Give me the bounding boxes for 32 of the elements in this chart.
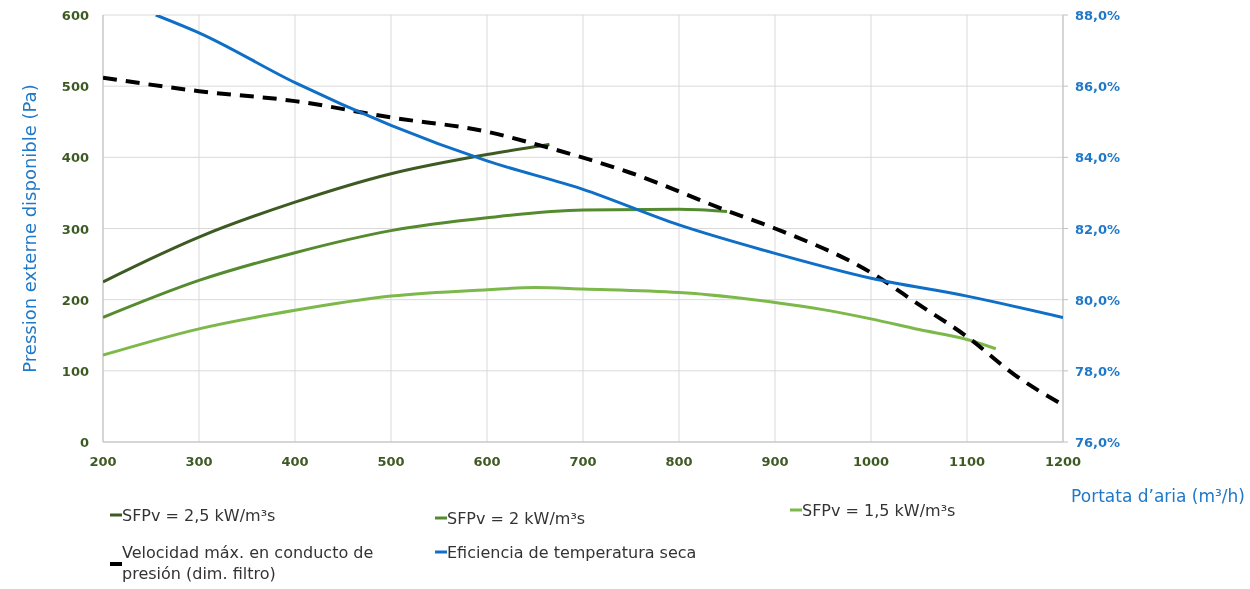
y-tick-label: 400: [61, 150, 89, 166]
y-tick-label: 0: [79, 435, 89, 450]
x-tick-label: 800: [665, 454, 693, 469]
x-axis-title: Portata d’aria (m³/h): [1071, 486, 1245, 506]
y-axis-title: Pression externe disponible (Pa): [19, 84, 40, 373]
y2-tick-label: 78,0%: [1075, 363, 1121, 379]
x-tick-label: 700: [569, 454, 597, 469]
x-tick-label: 500: [377, 454, 405, 469]
x-tick-label: 400: [281, 454, 309, 469]
x-tick-label: 1000: [852, 454, 890, 469]
x-tick-label: 1200: [1044, 454, 1082, 469]
y-tick-label: 500: [61, 79, 89, 95]
legend-label: Velocidad máx. en conducto de presión (dim. filtro): [122, 543, 374, 583]
legend-label: Eficiencia de temperatura seca: [447, 543, 697, 562]
y2-tick-label: 84,0%: [1075, 150, 1121, 166]
x-tick-label: 200: [89, 454, 117, 469]
legend-label: SFPv = 2 kW/m³s: [447, 509, 586, 528]
y2-tick-label: 80,0%: [1075, 292, 1121, 308]
y-tick-label: 200: [61, 292, 89, 308]
legend-label: SFPv = 2,5 kW/m³s: [122, 506, 276, 525]
x-tick-label: 600: [473, 454, 501, 469]
x-tick-label: 900: [761, 454, 789, 469]
y2-tick-label: 82,0%: [1075, 221, 1121, 237]
x-tick-label: 300: [185, 454, 213, 469]
y2-tick-label: 86,0%: [1075, 79, 1121, 95]
y2-tick-label: 76,0%: [1075, 435, 1121, 450]
legend-label: SFPv = 1,5 kW/m³s: [802, 501, 956, 520]
y-tick-label: 100: [61, 363, 89, 379]
y-tick-label: 300: [61, 221, 89, 237]
x-tick-label: 1100: [948, 454, 986, 469]
y-tick-label: 600: [61, 8, 89, 23]
y2-tick-label: 88,0%: [1075, 8, 1121, 23]
